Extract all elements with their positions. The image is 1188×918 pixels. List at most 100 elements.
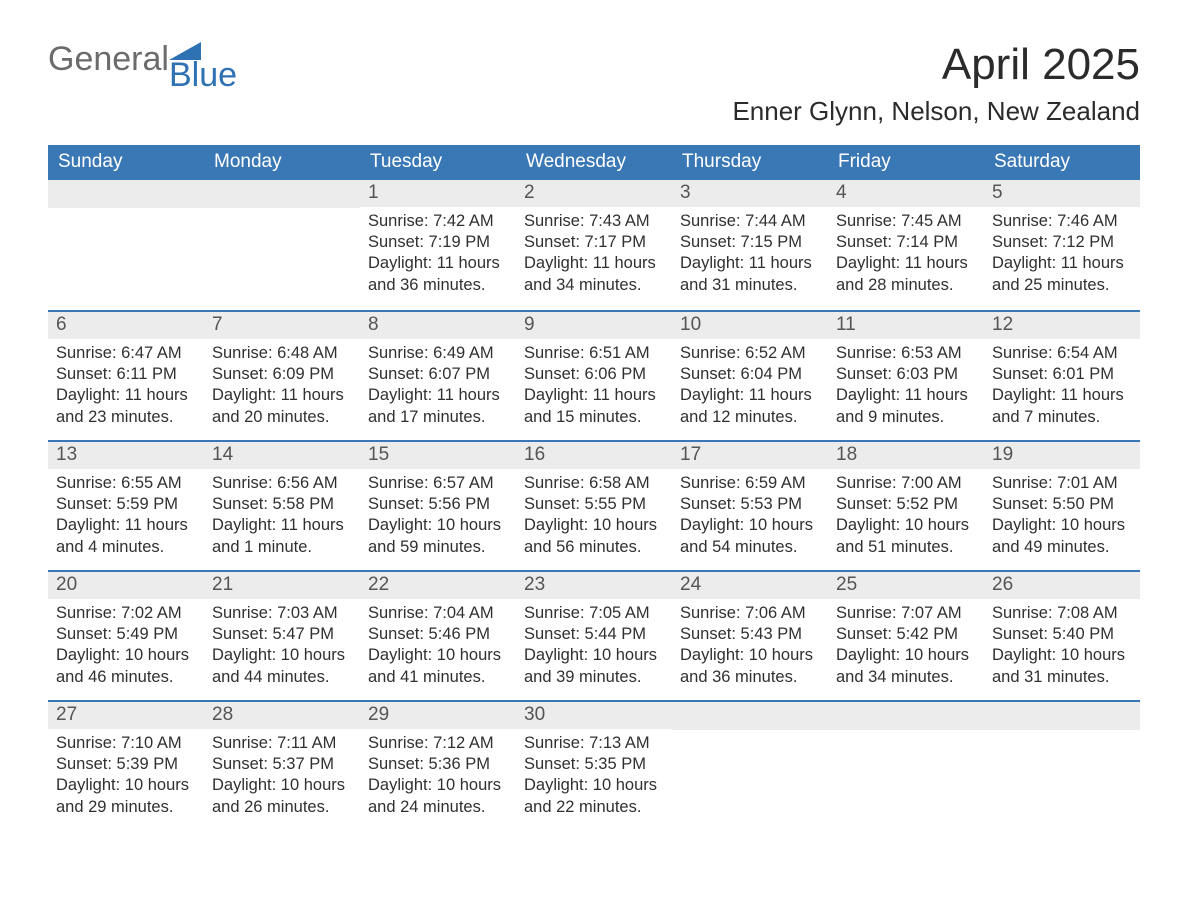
- calendar: Sunday Monday Tuesday Wednesday Thursday…: [48, 145, 1140, 830]
- daylight-text: Daylight: 11 hours and 15 minutes.: [524, 385, 664, 427]
- daylight-text: Daylight: 11 hours and 12 minutes.: [680, 385, 820, 427]
- daylight-text: Daylight: 11 hours and 9 minutes.: [836, 385, 976, 427]
- calendar-day: 26Sunrise: 7:08 AMSunset: 5:40 PMDayligh…: [984, 572, 1140, 700]
- daylight-text: Daylight: 10 hours and 31 minutes.: [992, 645, 1132, 687]
- day-number: 30: [516, 702, 672, 729]
- day-body: Sunrise: 7:05 AMSunset: 5:44 PMDaylight:…: [516, 599, 672, 697]
- sunset-text: Sunset: 5:56 PM: [368, 494, 508, 515]
- calendar-day: 15Sunrise: 6:57 AMSunset: 5:56 PMDayligh…: [360, 442, 516, 570]
- sunrise-text: Sunrise: 7:12 AM: [368, 733, 508, 754]
- day-number: 21: [204, 572, 360, 599]
- calendar-day: 24Sunrise: 7:06 AMSunset: 5:43 PMDayligh…: [672, 572, 828, 700]
- day-body: Sunrise: 6:49 AMSunset: 6:07 PMDaylight:…: [360, 339, 516, 437]
- daylight-text: Daylight: 10 hours and 56 minutes.: [524, 515, 664, 557]
- day-number: 25: [828, 572, 984, 599]
- calendar-day: 29Sunrise: 7:12 AMSunset: 5:36 PMDayligh…: [360, 702, 516, 830]
- daylight-text: Daylight: 11 hours and 1 minute.: [212, 515, 352, 557]
- daylight-text: Daylight: 10 hours and 29 minutes.: [56, 775, 196, 817]
- sunset-text: Sunset: 7:19 PM: [368, 232, 508, 253]
- day-body: [672, 730, 828, 744]
- sunrise-text: Sunrise: 7:10 AM: [56, 733, 196, 754]
- sunset-text: Sunset: 6:06 PM: [524, 364, 664, 385]
- logo-text-general: General: [48, 42, 169, 76]
- sunrise-text: Sunrise: 7:06 AM: [680, 603, 820, 624]
- calendar-day: 2Sunrise: 7:43 AMSunset: 7:17 PMDaylight…: [516, 180, 672, 310]
- day-number: 9: [516, 312, 672, 339]
- day-body: Sunrise: 6:55 AMSunset: 5:59 PMDaylight:…: [48, 469, 204, 567]
- daylight-text: Daylight: 11 hours and 25 minutes.: [992, 253, 1132, 295]
- day-body: Sunrise: 6:57 AMSunset: 5:56 PMDaylight:…: [360, 469, 516, 567]
- sunrise-text: Sunrise: 7:04 AM: [368, 603, 508, 624]
- sunset-text: Sunset: 5:50 PM: [992, 494, 1132, 515]
- sunrise-text: Sunrise: 7:42 AM: [368, 211, 508, 232]
- daylight-text: Daylight: 10 hours and 39 minutes.: [524, 645, 664, 687]
- dow-monday: Monday: [204, 145, 360, 180]
- dow-tuesday: Tuesday: [360, 145, 516, 180]
- day-body: Sunrise: 7:46 AMSunset: 7:12 PMDaylight:…: [984, 207, 1140, 305]
- sunset-text: Sunset: 5:43 PM: [680, 624, 820, 645]
- day-body: Sunrise: 7:45 AMSunset: 7:14 PMDaylight:…: [828, 207, 984, 305]
- day-body: Sunrise: 7:13 AMSunset: 5:35 PMDaylight:…: [516, 729, 672, 827]
- day-number: 6: [48, 312, 204, 339]
- sunrise-text: Sunrise: 6:54 AM: [992, 343, 1132, 364]
- daylight-text: Daylight: 11 hours and 34 minutes.: [524, 253, 664, 295]
- sunset-text: Sunset: 7:12 PM: [992, 232, 1132, 253]
- day-body: Sunrise: 7:00 AMSunset: 5:52 PMDaylight:…: [828, 469, 984, 567]
- daylight-text: Daylight: 11 hours and 31 minutes.: [680, 253, 820, 295]
- calendar-day: 23Sunrise: 7:05 AMSunset: 5:44 PMDayligh…: [516, 572, 672, 700]
- sunrise-text: Sunrise: 7:13 AM: [524, 733, 664, 754]
- day-of-week-header: Sunday Monday Tuesday Wednesday Thursday…: [48, 145, 1140, 180]
- day-number: 7: [204, 312, 360, 339]
- day-body: [828, 730, 984, 744]
- sunrise-text: Sunrise: 7:43 AM: [524, 211, 664, 232]
- sunrise-text: Sunrise: 6:55 AM: [56, 473, 196, 494]
- sunset-text: Sunset: 5:53 PM: [680, 494, 820, 515]
- day-body: [48, 208, 204, 222]
- sunrise-text: Sunrise: 6:58 AM: [524, 473, 664, 494]
- calendar-day: 3Sunrise: 7:44 AMSunset: 7:15 PMDaylight…: [672, 180, 828, 310]
- day-number: [828, 702, 984, 730]
- day-body: Sunrise: 7:01 AMSunset: 5:50 PMDaylight:…: [984, 469, 1140, 567]
- day-body: Sunrise: 7:42 AMSunset: 7:19 PMDaylight:…: [360, 207, 516, 305]
- calendar-day: 8Sunrise: 6:49 AMSunset: 6:07 PMDaylight…: [360, 312, 516, 440]
- day-number: 20: [48, 572, 204, 599]
- sunset-text: Sunset: 5:39 PM: [56, 754, 196, 775]
- page-title: April 2025: [732, 42, 1140, 88]
- day-number: 14: [204, 442, 360, 469]
- calendar-day: 16Sunrise: 6:58 AMSunset: 5:55 PMDayligh…: [516, 442, 672, 570]
- calendar-day: 17Sunrise: 6:59 AMSunset: 5:53 PMDayligh…: [672, 442, 828, 570]
- calendar-day: 30Sunrise: 7:13 AMSunset: 5:35 PMDayligh…: [516, 702, 672, 830]
- day-number: 3: [672, 180, 828, 207]
- day-body: Sunrise: 7:07 AMSunset: 5:42 PMDaylight:…: [828, 599, 984, 697]
- day-body: Sunrise: 7:12 AMSunset: 5:36 PMDaylight:…: [360, 729, 516, 827]
- day-number: 10: [672, 312, 828, 339]
- calendar-week: 1Sunrise: 7:42 AMSunset: 7:19 PMDaylight…: [48, 180, 1140, 310]
- dow-friday: Friday: [828, 145, 984, 180]
- day-body: Sunrise: 6:48 AMSunset: 6:09 PMDaylight:…: [204, 339, 360, 437]
- day-number: 12: [984, 312, 1140, 339]
- calendar-day: [204, 180, 360, 310]
- sunset-text: Sunset: 5:58 PM: [212, 494, 352, 515]
- day-number: 29: [360, 702, 516, 729]
- calendar-day: 25Sunrise: 7:07 AMSunset: 5:42 PMDayligh…: [828, 572, 984, 700]
- day-number: 27: [48, 702, 204, 729]
- day-number: 11: [828, 312, 984, 339]
- calendar-day: 14Sunrise: 6:56 AMSunset: 5:58 PMDayligh…: [204, 442, 360, 570]
- calendar-day: 1Sunrise: 7:42 AMSunset: 7:19 PMDaylight…: [360, 180, 516, 310]
- sunset-text: Sunset: 6:01 PM: [992, 364, 1132, 385]
- sunset-text: Sunset: 5:44 PM: [524, 624, 664, 645]
- sunrise-text: Sunrise: 7:03 AM: [212, 603, 352, 624]
- calendar-day: 5Sunrise: 7:46 AMSunset: 7:12 PMDaylight…: [984, 180, 1140, 310]
- calendar-day: 7Sunrise: 6:48 AMSunset: 6:09 PMDaylight…: [204, 312, 360, 440]
- daylight-text: Daylight: 10 hours and 26 minutes.: [212, 775, 352, 817]
- sunrise-text: Sunrise: 6:52 AM: [680, 343, 820, 364]
- day-body: Sunrise: 6:58 AMSunset: 5:55 PMDaylight:…: [516, 469, 672, 567]
- calendar-day: 28Sunrise: 7:11 AMSunset: 5:37 PMDayligh…: [204, 702, 360, 830]
- day-body: Sunrise: 7:02 AMSunset: 5:49 PMDaylight:…: [48, 599, 204, 697]
- location-text: Enner Glynn, Nelson, New Zealand: [732, 96, 1140, 127]
- sunrise-text: Sunrise: 7:08 AM: [992, 603, 1132, 624]
- sunset-text: Sunset: 5:42 PM: [836, 624, 976, 645]
- sunrise-text: Sunrise: 6:49 AM: [368, 343, 508, 364]
- day-body: Sunrise: 6:59 AMSunset: 5:53 PMDaylight:…: [672, 469, 828, 567]
- day-number: 28: [204, 702, 360, 729]
